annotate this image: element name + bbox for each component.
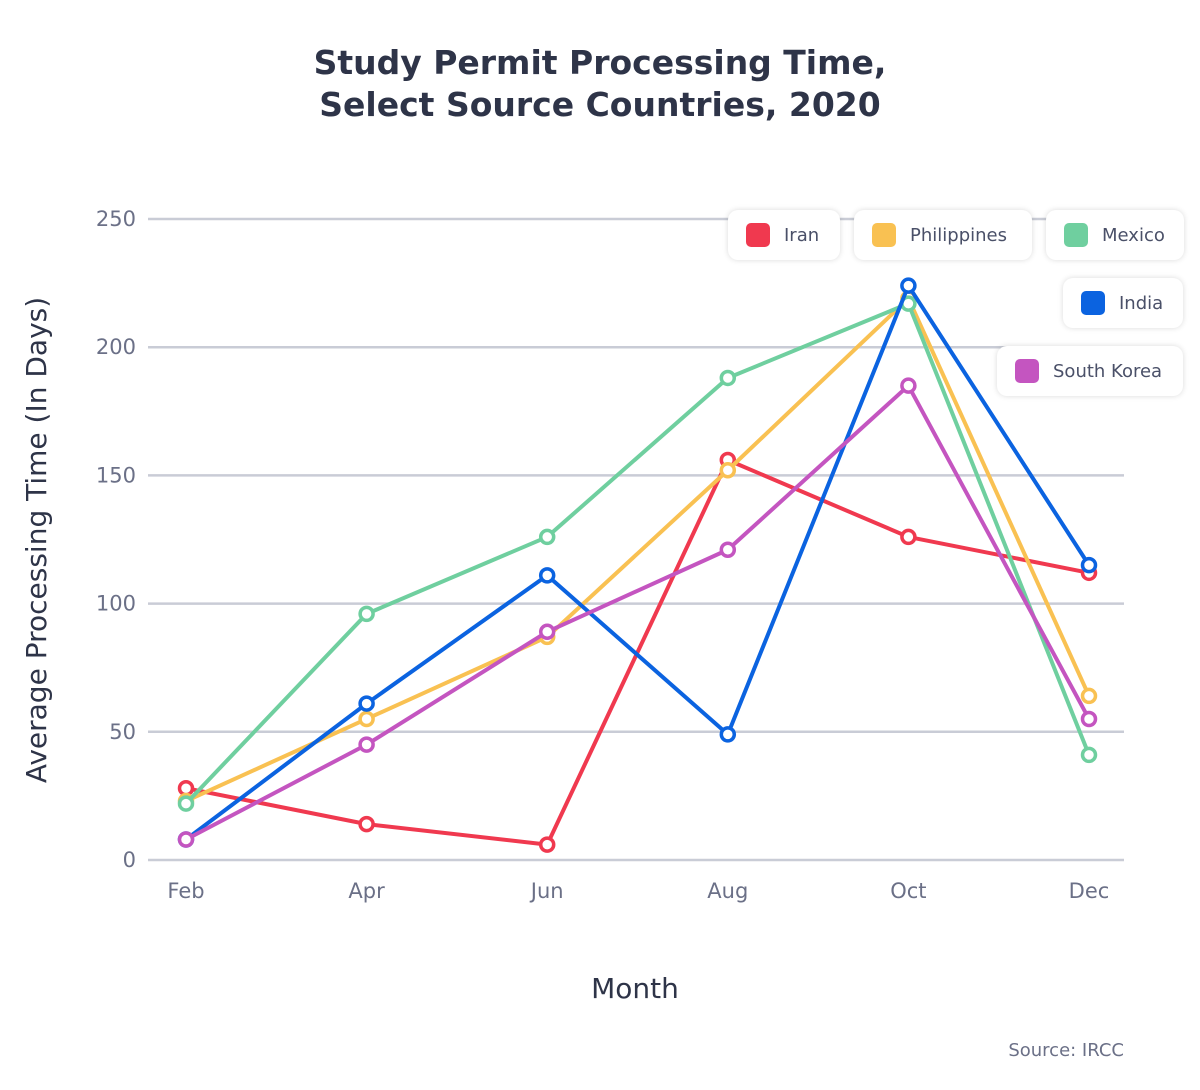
y-tick-label: 150 [96, 463, 136, 487]
data-point[interactable] [1080, 710, 1098, 728]
data-point[interactable] [719, 369, 737, 387]
data-point[interactable] [900, 377, 917, 394]
legend-label: Iran [784, 224, 820, 246]
series-line [185, 383, 1091, 842]
data-point[interactable] [358, 710, 375, 728]
chart-title-line-1: Study Permit Processing Time, [313, 43, 887, 82]
data-point[interactable] [177, 779, 195, 797]
y-tick-label: 0 [123, 848, 136, 872]
data-point[interactable] [719, 462, 737, 479]
data-point[interactable] [1080, 746, 1098, 764]
data-point[interactable] [900, 528, 917, 546]
legend-label: Mexico [1102, 224, 1165, 246]
series-line [184, 301, 1091, 805]
data-point[interactable] [1080, 687, 1098, 705]
data-point[interactable] [358, 605, 375, 623]
y-tick-label: 250 [96, 207, 136, 231]
series-india [177, 277, 1098, 848]
chart-title-line-2: Select Source Countries, 2020 [319, 85, 881, 124]
data-point[interactable] [358, 736, 375, 753]
x-tick-label: Apr [348, 879, 385, 903]
legend-item-mexico[interactable]: Mexico [1046, 210, 1184, 260]
data-point[interactable] [538, 836, 556, 853]
series-south-korea [177, 377, 1098, 848]
legend-swatch [1081, 291, 1105, 315]
data-point[interactable] [900, 277, 917, 294]
data-point[interactable] [538, 528, 556, 546]
data-point[interactable] [177, 831, 195, 848]
x-tick-label: Oct [890, 879, 926, 903]
data-point[interactable] [719, 726, 737, 743]
data-point[interactable] [538, 623, 556, 641]
data-point[interactable] [358, 695, 375, 712]
x-tick-label: Dec [1069, 879, 1110, 903]
data-point[interactable] [1080, 556, 1098, 574]
series-line [185, 296, 1091, 803]
data-point[interactable] [538, 567, 556, 584]
series-philippines [177, 290, 1098, 810]
series-line [184, 283, 1091, 842]
x-axis-label: Month [591, 972, 679, 1005]
legend-label: South Korea [1053, 360, 1163, 382]
legend-label: India [1119, 292, 1164, 314]
x-tick-label: Aug [707, 879, 748, 903]
chart-title: Study Permit Processing Time, Select Sou… [0, 42, 1200, 126]
y-tick-label: 100 [96, 592, 136, 616]
x-tick-label: Jun [529, 879, 564, 903]
data-point[interactable] [358, 815, 375, 833]
legend-label: Philippines [910, 224, 1007, 246]
data-point[interactable] [177, 795, 195, 812]
y-tick-label: 200 [96, 335, 136, 359]
legend-swatch [872, 223, 896, 247]
legend-swatch [1015, 359, 1039, 383]
source-note: Source: IRCC [1008, 1040, 1124, 1061]
data-point[interactable] [719, 541, 737, 559]
legend-item-iran[interactable]: Iran [728, 210, 840, 260]
series-mexico [177, 295, 1098, 812]
legend-item-philippines[interactable]: Philippines [854, 210, 1032, 260]
legend-item-south-korea[interactable]: South Korea [997, 346, 1183, 396]
y-tick-label: 50 [109, 720, 136, 744]
y-axis-label: Average Processing Time (In Days) [20, 297, 53, 783]
legend-swatch [1064, 223, 1088, 247]
legend-item-india[interactable]: India [1063, 278, 1183, 328]
legend-swatch [746, 223, 770, 247]
x-tick-label: Feb [167, 879, 204, 903]
